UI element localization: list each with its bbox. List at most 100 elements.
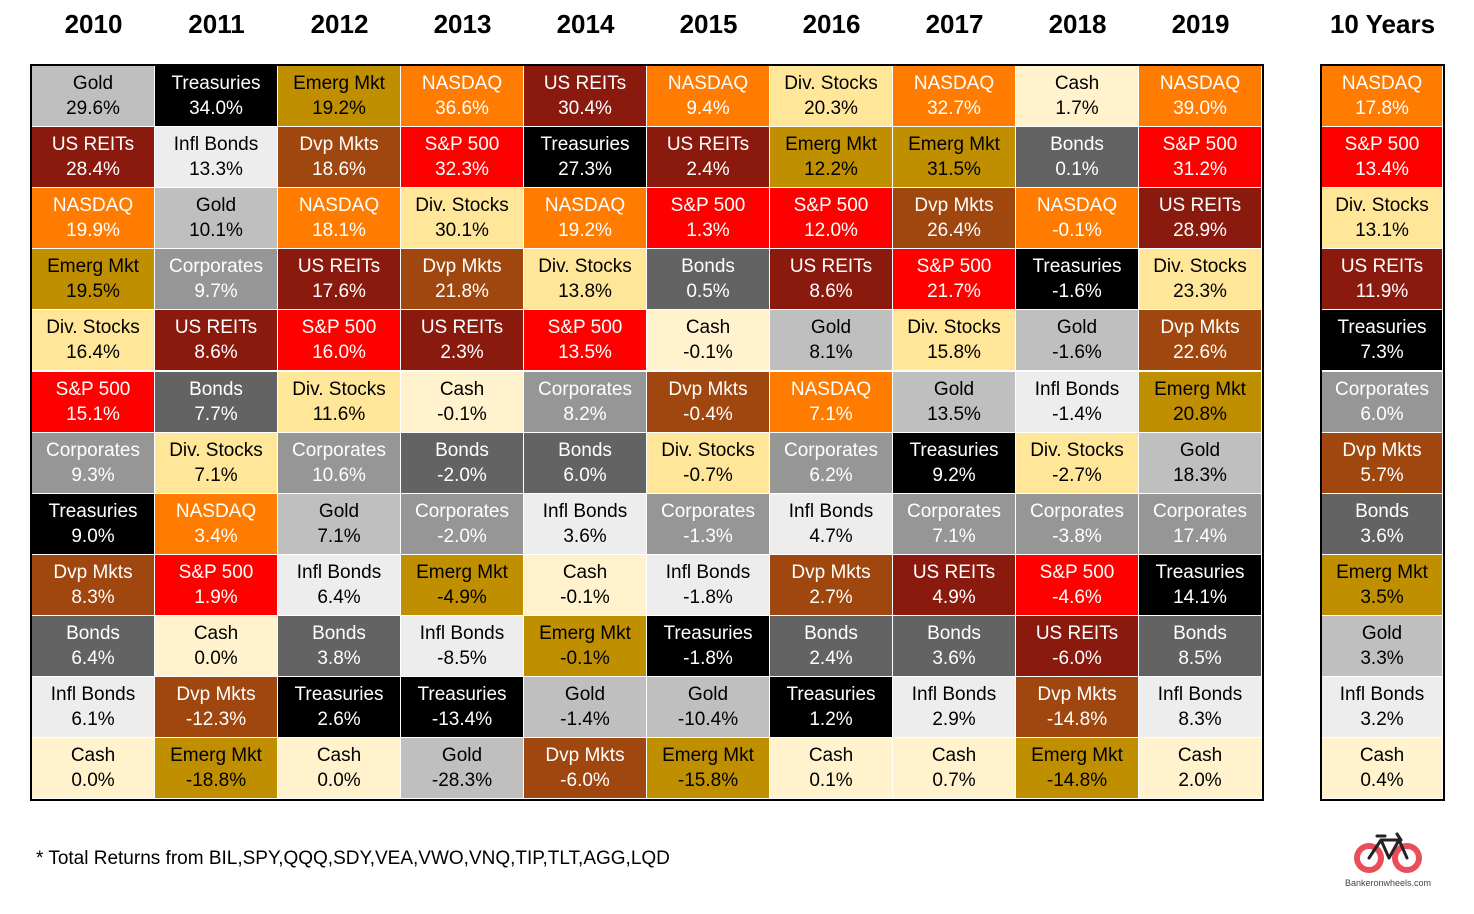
asset-return: -18.8% <box>185 770 247 792</box>
asset-cell: Cash 2.0% <box>1139 738 1262 800</box>
asset-cell: Corporates 9.3% <box>32 432 155 494</box>
asset-name: Treasuries <box>48 500 138 522</box>
asset-return: -6.0% <box>1052 647 1102 669</box>
asset-cell: Dvp Mkts 5.7% <box>1322 432 1443 494</box>
asset-return: -0.4% <box>683 403 733 425</box>
asset-return: 29.6% <box>66 98 120 120</box>
asset-cell: S&P 500 15.1% <box>32 371 155 433</box>
asset-name: Dvp Mkts <box>545 745 625 767</box>
asset-name: NASDAQ <box>1036 195 1118 217</box>
asset-name: Div. Stocks <box>292 378 386 400</box>
asset-name: Div. Stocks <box>1335 195 1429 217</box>
asset-cell: S&P 500 13.5% <box>524 310 647 372</box>
asset-name: Corporates <box>415 500 509 522</box>
asset-name: S&P 500 <box>424 134 500 156</box>
asset-return: 0.0% <box>317 770 361 792</box>
asset-cell: Cash -0.1% <box>401 371 524 433</box>
asset-return: 0.0% <box>194 647 238 669</box>
asset-return: 3.2% <box>1360 709 1404 731</box>
asset-name: Infl Bonds <box>50 684 136 706</box>
asset-return: 9.3% <box>71 464 115 486</box>
asset-name: US REITs <box>1035 622 1119 644</box>
asset-cell: Corporates -3.8% <box>1016 493 1139 555</box>
asset-return: 30.4% <box>558 98 612 120</box>
asset-name: US REITs <box>297 256 381 278</box>
asset-cell: Dvp Mkts 8.3% <box>32 554 155 616</box>
asset-cell: Infl Bonds 2.9% <box>893 677 1016 739</box>
asset-name: Emerg Mkt <box>908 134 1000 156</box>
asset-return: 19.5% <box>66 281 120 303</box>
asset-name: Corporates <box>169 256 263 278</box>
asset-cell: Div. Stocks 15.8% <box>893 310 1016 372</box>
logo-text: Bankeronwheels.com <box>1344 878 1432 888</box>
asset-name: Cash <box>193 622 239 644</box>
asset-cell: Treasuries 7.3% <box>1322 310 1443 372</box>
asset-cell: S&P 500 12.0% <box>770 188 893 250</box>
asset-name: US REITs <box>174 317 258 339</box>
asset-name: Emerg Mkt <box>539 622 631 644</box>
asset-cell: US REITs 30.4% <box>524 66 647 128</box>
asset-cell: Infl Bonds 3.6% <box>524 493 647 555</box>
asset-return: 12.0% <box>804 220 858 242</box>
asset-return: 3.3% <box>1360 647 1404 669</box>
asset-name: Emerg Mkt <box>785 134 877 156</box>
asset-return: 19.2% <box>312 98 366 120</box>
year-header: 2014 <box>556 8 615 39</box>
asset-return: 6.4% <box>317 586 361 608</box>
footnote: * Total Returns from BIL,SPY,QQQ,SDY,VEA… <box>36 848 670 869</box>
asset-name: Emerg Mkt <box>1031 745 1123 767</box>
asset-return: -1.4% <box>560 709 610 731</box>
asset-return: 3.4% <box>194 525 238 547</box>
asset-cell: Div. Stocks -0.7% <box>647 432 770 494</box>
asset-cell: Infl Bonds -1.4% <box>1016 371 1139 433</box>
asset-cell: Corporates 6.2% <box>770 432 893 494</box>
bicycle-icon <box>1354 832 1422 873</box>
asset-name: Bonds <box>804 622 858 644</box>
asset-name: Dvp Mkts <box>422 256 502 278</box>
year-header: 2012 <box>310 8 369 39</box>
ten-year-grid: NASDAQ 17.8% S&P 500 13.4% Div. Stocks 13.1% U… <box>1320 64 1445 802</box>
asset-cell: NASDAQ 7.1% <box>770 371 893 433</box>
asset-name: Corporates <box>46 439 140 461</box>
asset-return: 0.7% <box>932 770 976 792</box>
asset-cell: Emerg Mkt 20.8% <box>1139 371 1262 433</box>
asset-cell: Div. Stocks -2.7% <box>1016 432 1139 494</box>
asset-name: Gold <box>1056 317 1098 339</box>
asset-name: Corporates <box>1335 378 1429 400</box>
asset-name: Cash <box>931 745 977 767</box>
asset-return: 16.4% <box>66 342 120 364</box>
asset-return: 1.9% <box>194 586 238 608</box>
asset-name: Treasuries <box>786 684 876 706</box>
asset-cell: Bonds 2.4% <box>770 615 893 677</box>
asset-name: Bonds <box>189 378 243 400</box>
asset-cell: Div. Stocks 13.1% <box>1322 188 1443 250</box>
asset-cell: S&P 500 31.2% <box>1139 127 1262 189</box>
asset-return: -4.9% <box>437 586 487 608</box>
asset-return: 2.7% <box>809 586 853 608</box>
asset-cell: Dvp Mkts 18.6% <box>278 127 401 189</box>
asset-return: 11.6% <box>312 403 366 425</box>
asset-name: Gold <box>810 317 852 339</box>
asset-return: 1.2% <box>809 709 853 731</box>
asset-cell: US REITs 11.9% <box>1322 249 1443 311</box>
asset-cell: Emerg Mkt -15.8% <box>647 738 770 800</box>
asset-name: S&P 500 <box>670 195 746 217</box>
asset-name: Treasuries <box>171 73 261 95</box>
asset-cell: Cash 1.7% <box>1016 66 1139 128</box>
asset-name: Div. Stocks <box>46 317 140 339</box>
asset-return: 15.1% <box>66 403 120 425</box>
asset-cell: Cash 0.7% <box>893 738 1016 800</box>
asset-cell: Infl Bonds -8.5% <box>401 615 524 677</box>
asset-name: Infl Bonds <box>296 561 382 583</box>
asset-return: 7.1% <box>317 525 361 547</box>
asset-name: Infl Bonds <box>911 684 997 706</box>
asset-name: NASDAQ <box>913 73 995 95</box>
asset-cell: Bonds 3.6% <box>893 615 1016 677</box>
asset-return: -0.1% <box>683 342 733 364</box>
asset-cell: Gold 29.6% <box>32 66 155 128</box>
asset-cell: Emerg Mkt 3.5% <box>1322 554 1443 616</box>
asset-return: 9.7% <box>194 281 238 303</box>
asset-name: Treasuries <box>417 684 507 706</box>
asset-return: 9.4% <box>686 98 730 120</box>
asset-return: 13.5% <box>927 403 981 425</box>
